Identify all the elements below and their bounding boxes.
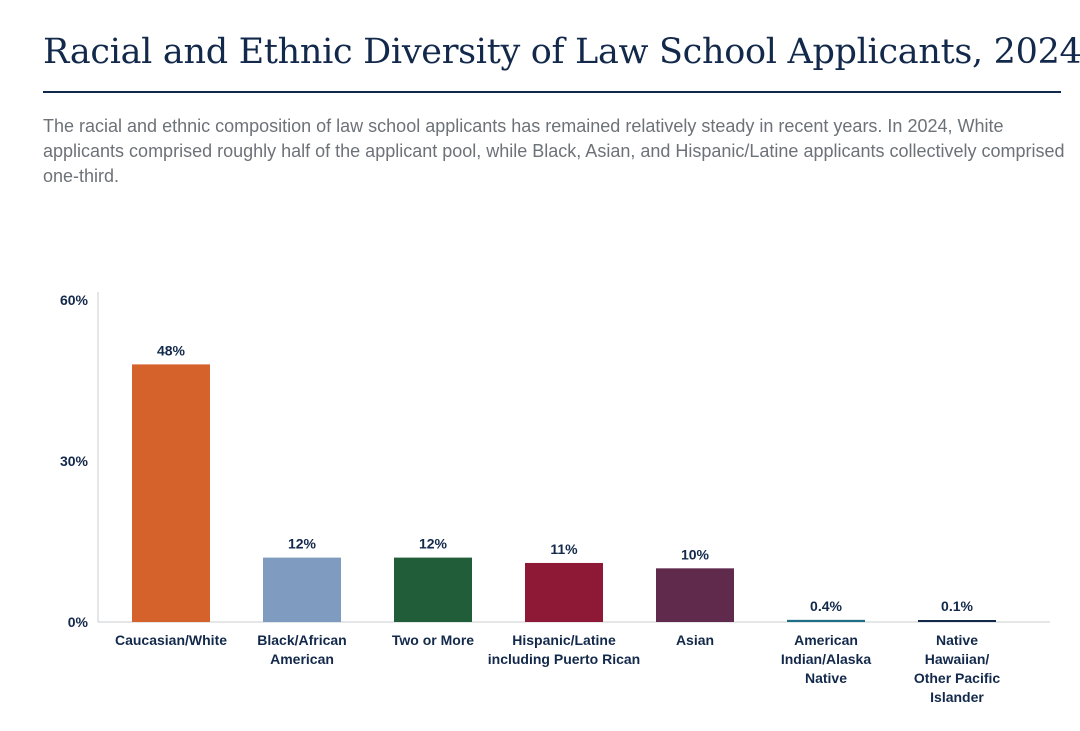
bar-value-label: 10% [681, 546, 710, 562]
category-label-line: Hawaiian/ [925, 651, 990, 667]
bar [132, 364, 210, 622]
bar [787, 619, 865, 622]
bar [656, 568, 734, 622]
bar-value-label: 0.1% [941, 598, 973, 614]
category-label: Two or More [392, 632, 474, 648]
category-label: Hispanic/Latine including Puerto Rican [488, 632, 640, 667]
category-label-line: Indian/Alaska [781, 651, 871, 667]
y-tick-label: 0% [68, 614, 89, 630]
bar-value-label: 12% [419, 536, 448, 552]
category-label-line: including Puerto Rican [488, 651, 640, 667]
bar-value-label: 48% [157, 342, 186, 358]
category-label: Asian [676, 632, 714, 648]
y-tick-label: 30% [60, 453, 89, 469]
bar [918, 620, 996, 622]
bar [263, 557, 341, 622]
category-label-line: Two or More [392, 632, 474, 648]
category-label-line: Islander [930, 689, 984, 705]
chart-title: Racial and Ethnic Diversity of Law Schoo… [43, 32, 1080, 72]
y-tick-label: 60% [60, 292, 89, 308]
category-label: American Indian/Alaska Native [781, 632, 871, 686]
category-label-line: Native [936, 632, 978, 648]
category-label-line: Black/African [257, 632, 346, 648]
category-label-line: Other Pacific [914, 670, 1001, 686]
title-divider [43, 91, 1061, 93]
category-label-line: Native [805, 670, 847, 686]
category-label-line: Hispanic/Latine [512, 632, 616, 648]
bar [394, 557, 472, 622]
category-label: Caucasian/White [115, 632, 227, 648]
chart-subtitle: The racial and ethnic composition of law… [43, 116, 1065, 186]
category-label: Black/African American [257, 632, 346, 667]
category-label: Native Hawaiian/Other Pacific Islander [914, 632, 1001, 705]
category-label-line: American [794, 632, 858, 648]
bar-value-label: 0.4% [810, 598, 842, 614]
bar [525, 562, 603, 622]
bar-value-label: 12% [288, 536, 317, 552]
bar-value-label: 11% [550, 541, 578, 557]
category-label-line: Caucasian/White [115, 632, 227, 648]
category-label-line: American [270, 651, 334, 667]
category-label-line: Asian [676, 632, 714, 648]
